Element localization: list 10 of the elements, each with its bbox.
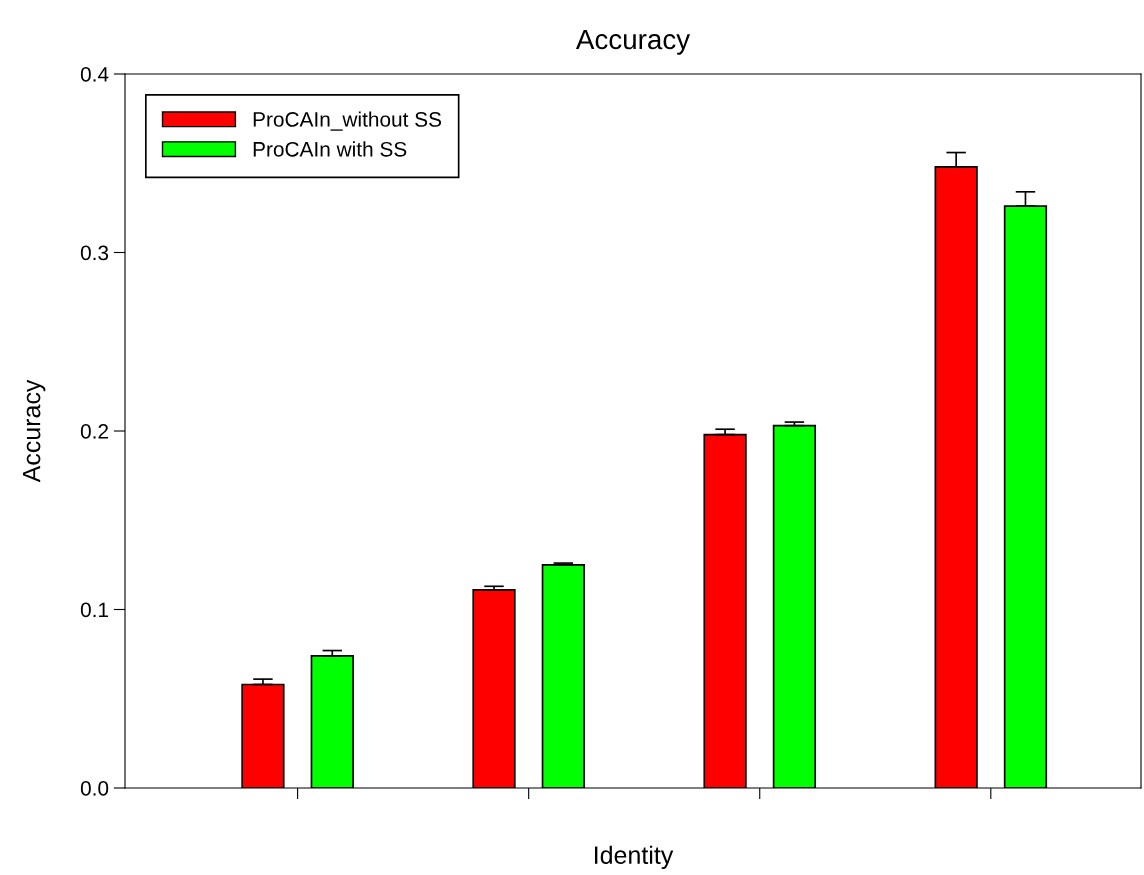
y-tick-label: 0.3 bbox=[80, 245, 109, 261]
y-tick-label: 0.0 bbox=[80, 781, 109, 796]
y-tick-label: 0.4 bbox=[80, 67, 109, 82]
x-axis-title: Identity bbox=[595, 845, 674, 869]
chart-title: Accuracy bbox=[575, 29, 691, 55]
legend-label: ProCAIn_without SS bbox=[253, 111, 442, 131]
legend-label: ProCAIn with SS bbox=[253, 141, 407, 157]
y-axis-title: Accuracy bbox=[22, 379, 46, 483]
y-tick-label: 0.2 bbox=[80, 424, 108, 439]
y-tick-label: 0.1 bbox=[80, 602, 109, 618]
